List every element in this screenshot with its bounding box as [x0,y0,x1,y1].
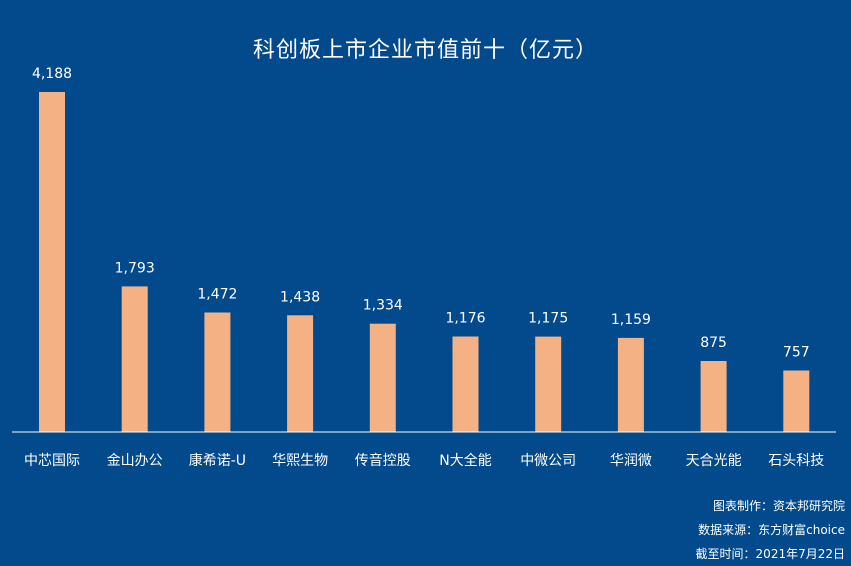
value-label-0: 4,188 [32,66,72,82]
category-label-5: N大全能 [439,452,491,469]
footer-maker: 图表制作：资本邦研究院 [712,499,845,513]
bar-7 [617,337,644,432]
footer-source: 数据来源：东方财富choice [698,523,845,537]
value-label-9: 757 [783,345,810,361]
chart-footer: 图表制作：资本邦研究院 数据来源：东方财富choice 截至时间：2021年7月… [696,494,845,566]
footer-date: 截至时间：2021年7月22日 [695,547,845,561]
bar-9 [783,370,810,432]
chart-title: 科创板上市企业市值前十（亿元） [252,38,598,63]
category-label-7: 华润微 [610,453,652,469]
category-label-4: 传音控股 [355,452,411,469]
value-label-1: 1,793 [115,260,155,276]
value-label-6: 1,175 [528,311,568,327]
value-label-7: 1,159 [611,312,651,328]
bar-0 [39,92,65,432]
bar-2 [204,312,231,432]
bar-8 [700,361,727,432]
category-label-1: 金山办公 [107,453,163,469]
category-label-0: 中芯国际 [24,453,80,469]
bar-6 [535,336,562,432]
value-label-5: 1,176 [445,311,485,327]
bar-5 [452,336,479,432]
value-label-2: 1,472 [197,287,237,303]
value-label-3: 1,438 [280,289,320,305]
value-label-4: 1,334 [363,298,403,314]
bar-4 [369,323,396,432]
category-label-3: 华熙生物 [272,453,328,469]
bar-1 [121,286,148,432]
value-label-8: 875 [700,335,727,351]
category-label-2: 康希诺-U [189,452,246,469]
category-label-6: 中微公司 [520,453,576,469]
category-label-8: 天合光能 [686,453,742,469]
bar-3 [287,315,314,432]
category-label-9: 石头科技 [768,453,824,469]
